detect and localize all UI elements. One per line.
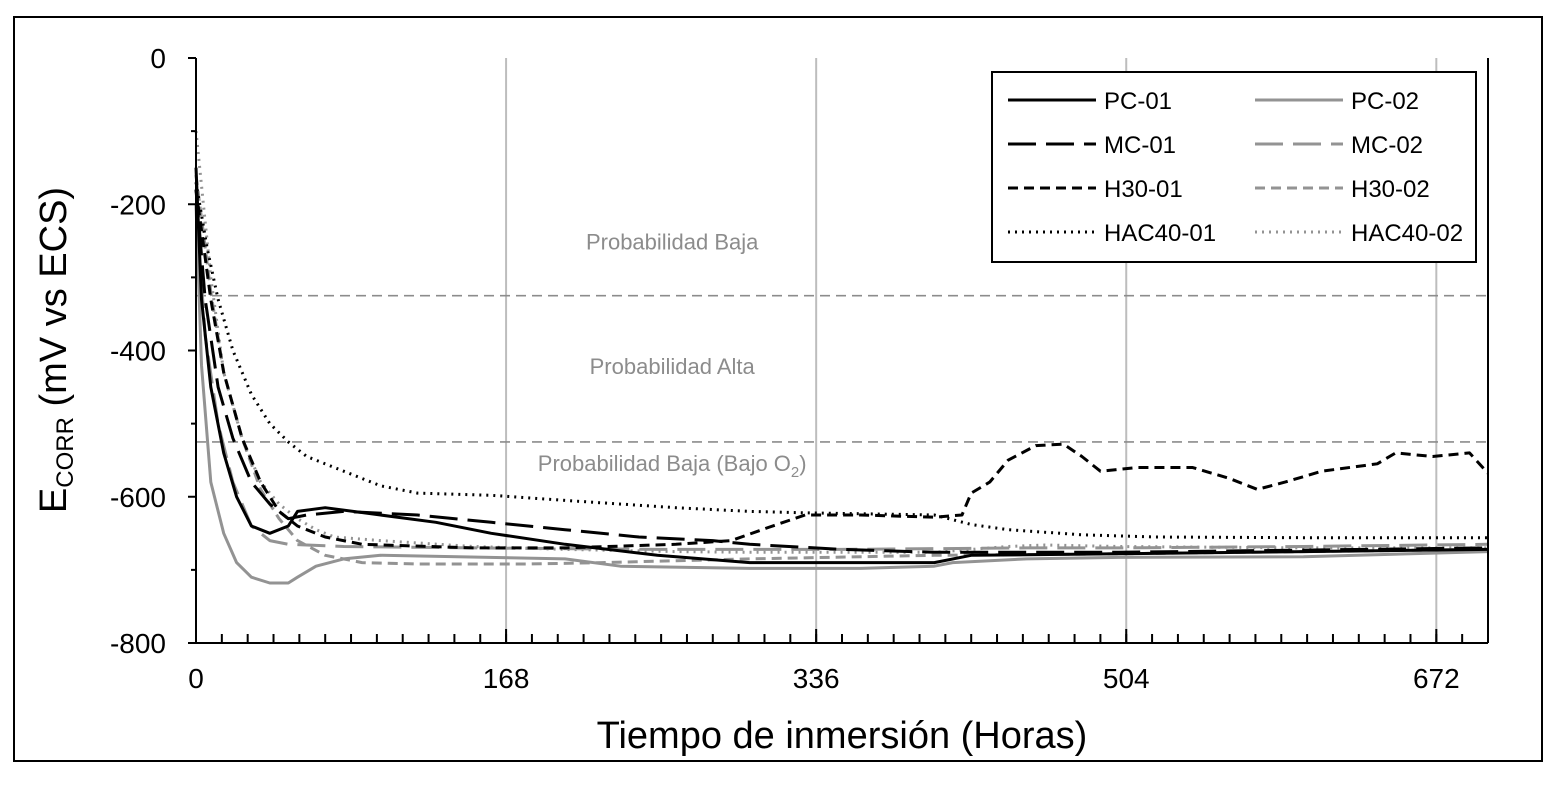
y-axis-title-rest: (mV vs ECS) bbox=[33, 187, 75, 417]
y-tick-label: -800 bbox=[110, 628, 166, 659]
zone-label-text: Probabilidad Baja (Bajo O bbox=[538, 451, 791, 476]
axes: 0 168 336 504 672 0 -200 -400 -600 -800 bbox=[110, 43, 1489, 694]
y-tick-label: 0 bbox=[150, 43, 166, 74]
zone-label-subscript: 2 bbox=[791, 464, 799, 481]
x-tick-label: 672 bbox=[1413, 663, 1460, 694]
series-line-pc-01 bbox=[194, 167, 1489, 565]
zone-label-3: Probabilidad Baja (Bajo O2) bbox=[538, 451, 807, 481]
legend-label-pc-01: PC-01 bbox=[1104, 88, 1172, 115]
series-line-h30-01 bbox=[194, 189, 1490, 550]
y-axis-title: ECORR (mV vs ECS) bbox=[33, 187, 79, 513]
zone-label-text: Probabilidad Alta bbox=[590, 354, 756, 379]
legend-label-mc-02: MC-02 bbox=[1351, 132, 1423, 159]
series-line-pc-02 bbox=[194, 204, 1489, 585]
y-axis-title-subscript: CORR bbox=[52, 417, 79, 488]
x-tick-label: 168 bbox=[483, 663, 530, 694]
zone-label-text: Probabilidad Baja bbox=[586, 230, 759, 255]
legend-box bbox=[991, 71, 1477, 263]
zone-label-close: ) bbox=[799, 451, 806, 476]
x-tick-label: 504 bbox=[1103, 663, 1150, 694]
y-tick-label: -600 bbox=[110, 482, 166, 513]
legend-label-hac40-02: HAC40-02 bbox=[1351, 220, 1463, 247]
y-tick-label: -200 bbox=[110, 189, 166, 220]
legend-label-hac40-01: HAC40-01 bbox=[1104, 220, 1216, 247]
x-axis-title: Tiempo de inmersión (Horas) bbox=[597, 715, 1088, 757]
legend-label-pc-02: PC-02 bbox=[1351, 88, 1419, 115]
threshold-lines bbox=[196, 294, 1488, 443]
series-lines bbox=[194, 130, 1490, 585]
legend-label-h30-02: H30-02 bbox=[1351, 176, 1430, 203]
series-line-hac40-01 bbox=[194, 182, 1488, 540]
x-tick-label: 336 bbox=[793, 663, 840, 694]
y-axis-title-main: E bbox=[33, 488, 75, 513]
legend-label-mc-01: MC-01 bbox=[1104, 132, 1176, 159]
zone-label-1: Probabilidad Baja bbox=[586, 230, 759, 255]
y-tick-label: -400 bbox=[110, 336, 166, 367]
zone-label-2: Probabilidad Alta bbox=[590, 354, 756, 379]
series-line-mc-01 bbox=[194, 189, 1489, 554]
legend-label-h30-01: H30-01 bbox=[1104, 176, 1183, 203]
zone-labels: Probabilidad Baja Probabilidad Alta Probab… bbox=[538, 230, 807, 482]
legend: PC-01 PC-02 MC-01 MC-02 H30-01 H30-02 HAC40-01… bbox=[991, 71, 1477, 263]
x-tick-label: 0 bbox=[188, 663, 204, 694]
